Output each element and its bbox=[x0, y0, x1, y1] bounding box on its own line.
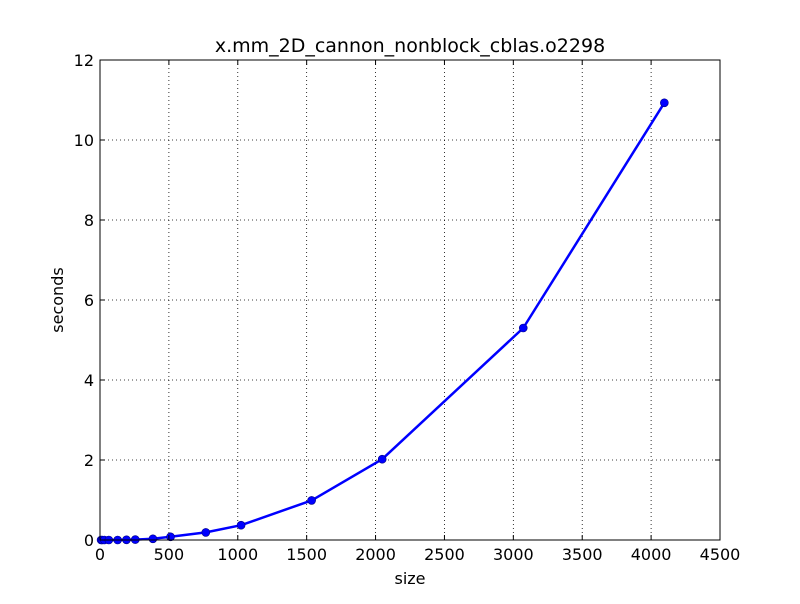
x-tick-label: 2000 bbox=[355, 545, 396, 564]
data-point bbox=[518, 323, 528, 333]
series-line bbox=[100, 102, 666, 542]
x-tick-label: 500 bbox=[154, 545, 185, 564]
x-tick-label: 4500 bbox=[700, 545, 741, 564]
x-axis-label: size bbox=[394, 569, 425, 588]
chart-title: x.mm_2D_cannon_nonblock_cblas.o2298 bbox=[215, 35, 605, 57]
data-point bbox=[236, 520, 246, 530]
x-tick-label: 2500 bbox=[424, 545, 465, 564]
data-point bbox=[377, 454, 387, 464]
x-tick-label: 1000 bbox=[217, 545, 258, 564]
y-tick-label: 12 bbox=[74, 51, 94, 70]
series-layer bbox=[96, 98, 669, 545]
y-tick-label: 10 bbox=[74, 131, 94, 150]
y-tick-label: 4 bbox=[84, 371, 94, 390]
y-axis-label: seconds bbox=[48, 267, 67, 332]
data-point bbox=[148, 534, 158, 544]
data-point bbox=[307, 496, 316, 505]
y-tick-label: 0 bbox=[84, 531, 94, 550]
grid bbox=[100, 60, 720, 540]
y-tick-label: 2 bbox=[84, 451, 94, 470]
x-tick-label: 1500 bbox=[286, 545, 327, 564]
ticks: 0 500 1000 1500 2000 2500 3000 3500 4000 4500 0 2 4 6… bbox=[74, 51, 741, 564]
data-point bbox=[201, 528, 211, 537]
x-tick-label: 4000 bbox=[631, 545, 672, 564]
y-tick-label: 6 bbox=[84, 291, 94, 310]
y-tick-label: 8 bbox=[84, 211, 94, 230]
x-tick-label: 0 bbox=[95, 545, 105, 564]
x-tick-label: 3000 bbox=[493, 545, 534, 564]
x-tick-label: 3500 bbox=[562, 545, 603, 564]
data-point bbox=[660, 98, 669, 108]
